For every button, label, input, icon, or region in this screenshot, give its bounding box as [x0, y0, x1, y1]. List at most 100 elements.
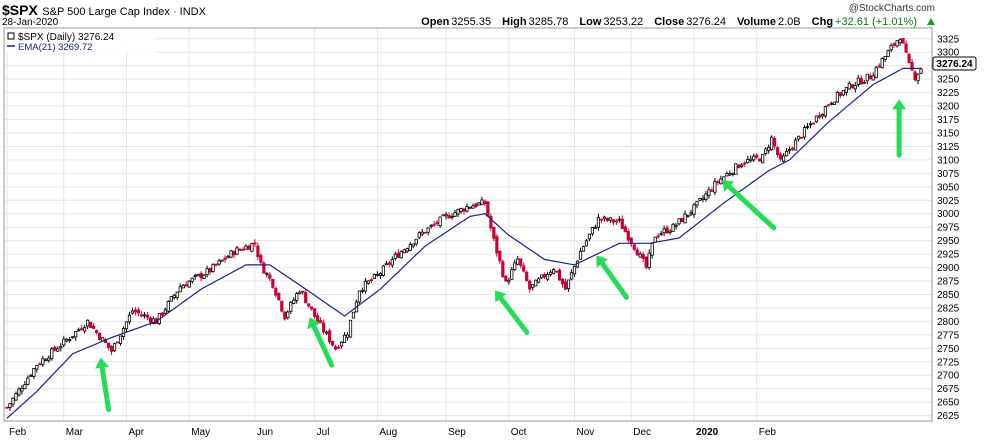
candle: [336, 344, 341, 349]
candle: [363, 277, 368, 294]
candle: [378, 272, 382, 279]
candle: [130, 307, 135, 315]
candle: [647, 249, 651, 270]
candle: [916, 73, 920, 85]
candle: [250, 243, 254, 253]
candle: [901, 38, 905, 44]
candle: [115, 341, 120, 344]
candle: [802, 125, 807, 140]
candle: [127, 311, 132, 325]
candle: [196, 274, 200, 277]
chg-label: Chg: [811, 16, 834, 28]
candle: [680, 217, 684, 223]
candle: [247, 244, 251, 250]
candle: [453, 210, 457, 217]
candle: [617, 216, 621, 223]
candles: [5, 38, 923, 411]
y-tick-label: 2850: [937, 290, 960, 301]
y-axis: 2625 2650 2675 2700 2725 2750 2775 2800 2825 2850…: [937, 34, 960, 422]
ohlc-readout: Open 3255.35 High 3285.78 Low 3253.22 Close…: [421, 16, 935, 28]
y-tick-label: 2825: [937, 303, 960, 314]
x-tick-label: Feb: [759, 427, 777, 438]
candle: [599, 218, 603, 224]
candle: [632, 244, 636, 252]
candle: [307, 303, 311, 308]
candle: [892, 42, 896, 48]
candle: [178, 283, 182, 293]
candle: [710, 187, 714, 192]
symbol: $SPX: [2, 2, 38, 18]
legend-price-label: $SPX (Daily) 3276.24: [18, 32, 115, 43]
candle: [531, 284, 535, 291]
candle: [405, 247, 409, 254]
candle: [14, 391, 18, 401]
candle: [596, 213, 601, 231]
candle: [752, 153, 756, 162]
candle: [677, 218, 681, 226]
y-tick-label: 3225: [937, 88, 960, 99]
candle: [310, 306, 314, 311]
candle: [301, 290, 305, 296]
candle: [898, 38, 902, 46]
candle: [820, 113, 825, 119]
candle: [366, 280, 371, 285]
candle: [883, 55, 887, 62]
candle: [80, 325, 84, 331]
candle: [537, 277, 541, 284]
open-label: Open: [421, 16, 450, 28]
candle: [339, 341, 344, 349]
candle: [614, 218, 618, 226]
candle: [489, 213, 493, 231]
candle: [235, 245, 239, 255]
candle: [229, 249, 233, 259]
candle: [492, 226, 496, 242]
candle: [880, 57, 884, 69]
candle: [369, 277, 374, 283]
candle: [569, 269, 574, 281]
candle: [292, 297, 296, 305]
candle: [856, 74, 860, 88]
candle: [265, 272, 269, 278]
candle: [566, 279, 571, 292]
candle: [629, 237, 633, 247]
candle: [782, 152, 786, 163]
candle: [853, 81, 857, 93]
candle: [456, 208, 460, 218]
candle: [238, 247, 242, 251]
candle: [20, 384, 24, 395]
candle: [701, 194, 705, 203]
x-tick-label: Apr: [128, 427, 144, 438]
candle: [298, 290, 302, 295]
candle: [507, 277, 511, 285]
green-arrow-icon: [307, 317, 335, 368]
candle: [11, 397, 15, 407]
candle: [767, 144, 771, 154]
candle: [205, 265, 209, 278]
volume-value: 2.0B: [777, 16, 801, 28]
candle: [593, 224, 598, 229]
candle: [895, 40, 899, 48]
candle: [396, 249, 400, 258]
candle: [826, 104, 831, 107]
candle: [605, 217, 609, 223]
candle: [656, 233, 660, 240]
legend: $SPX (Daily) 3276.24 EMA(21) 3269.72: [5, 29, 155, 53]
candle: [465, 203, 469, 213]
candle: [184, 281, 188, 287]
candle: [608, 217, 612, 223]
candle: [584, 238, 589, 247]
green-arrow-icon: [892, 99, 907, 158]
candle: [244, 244, 248, 250]
candle: [468, 206, 472, 209]
candle: [770, 135, 774, 151]
candle: [5, 406, 9, 409]
candle: [784, 148, 789, 157]
candle: [764, 147, 768, 156]
current-value-bg: [932, 56, 977, 71]
y-tick-label: 3050: [937, 182, 960, 193]
legend-price-swatch-icon: [7, 32, 15, 40]
y-tick-label: 3025: [937, 196, 960, 207]
candle: [623, 224, 627, 233]
candle: [253, 239, 257, 248]
green-arrow-icon: [494, 290, 530, 335]
